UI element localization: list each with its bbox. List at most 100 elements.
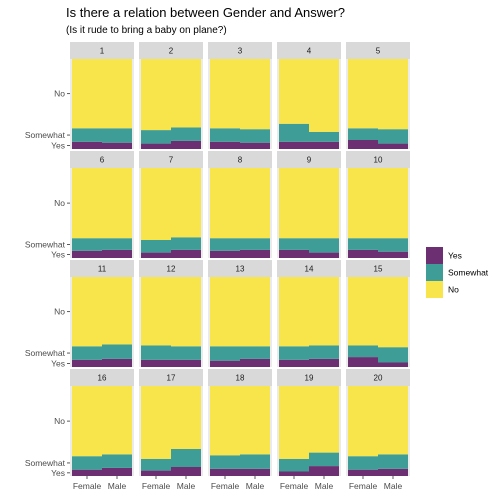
y-tick-label-somewhat: Somewhat <box>25 240 66 250</box>
bar-female-no <box>210 168 240 239</box>
bar-female-yes <box>210 141 240 149</box>
facet-panel-9: 9 <box>277 151 341 258</box>
legend-item-yes: Yes <box>426 247 462 264</box>
x-tick-label-male: Male <box>384 481 403 491</box>
bar-male-somewhat <box>171 449 201 467</box>
bar-male-yes <box>171 249 201 258</box>
legend-label: No <box>448 285 459 295</box>
facet-strip-label: 16 <box>98 374 107 383</box>
bar-female-yes <box>141 143 171 149</box>
x-tick-label-female: Female <box>73 481 102 491</box>
bar-female-no <box>348 277 378 346</box>
bar-female-yes <box>72 250 102 258</box>
facet-strip-label: 11 <box>98 265 107 274</box>
bar-female-somewhat <box>348 238 378 250</box>
bar-male-yes <box>171 467 201 476</box>
bar-male-no <box>309 386 339 453</box>
bar-male-no <box>102 59 132 129</box>
bar-female-somewhat <box>210 128 240 142</box>
bar-male-yes <box>378 251 408 258</box>
bar-male-somewhat <box>171 346 201 360</box>
bar-female-somewhat <box>72 238 102 251</box>
y-tick-label-somewhat: Somewhat <box>25 348 66 358</box>
facet-panel-3: 3 <box>208 42 272 149</box>
bar-female-yes <box>348 469 378 476</box>
facet-panel-18: 18 Female Male <box>208 369 272 491</box>
bar-male-no <box>240 277 270 347</box>
bar-female-yes <box>141 252 171 258</box>
facet-panel-7: 7 <box>139 151 203 258</box>
bar-female-no <box>348 168 378 239</box>
facet-strip-label: 2 <box>169 47 174 56</box>
facet-strip-label: 13 <box>236 265 245 274</box>
bar-female-no <box>210 59 240 129</box>
bar-male-yes <box>240 142 270 149</box>
bar-male-somewhat <box>240 129 270 143</box>
bar-female-no <box>141 277 171 346</box>
bar-female-yes <box>279 471 309 476</box>
facet-strip <box>208 151 272 168</box>
bar-female-yes <box>210 468 240 476</box>
bar-female-no <box>279 168 309 239</box>
bar-male-no <box>378 168 408 239</box>
facet-strip <box>346 42 410 59</box>
y-tick-label-somewhat: Somewhat <box>25 458 66 468</box>
facet-strip-label: 20 <box>374 374 383 383</box>
bar-female-somewhat <box>279 238 309 250</box>
bar-female-no <box>72 168 102 239</box>
bar-male-no <box>378 386 408 455</box>
bar-male-yes <box>102 142 132 149</box>
facet-strip-label: 4 <box>307 47 312 56</box>
facet-panel-19: 19 Female Male <box>277 369 341 491</box>
bar-female-yes <box>72 359 102 367</box>
bar-male-yes <box>240 358 270 367</box>
facet-panel-8: 8 <box>208 151 272 258</box>
y-tick-label-no: No <box>54 416 65 426</box>
facet-strip <box>277 260 341 277</box>
bar-male-yes <box>102 358 132 367</box>
bar-female-somewhat <box>72 456 102 470</box>
facet-strip <box>208 260 272 277</box>
facet-strip <box>277 151 341 168</box>
y-tick-label-yes: Yes <box>51 249 65 259</box>
y-tick-label-no: No <box>54 198 65 208</box>
facet-panel-12: 12 <box>139 260 203 367</box>
bar-male-somewhat <box>309 238 339 253</box>
bar-female-somewhat <box>348 345 378 358</box>
bar-male-somewhat <box>240 346 270 359</box>
bar-male-somewhat <box>102 128 132 143</box>
bar-female-yes <box>210 250 240 258</box>
facet-panel-10: 10 <box>346 151 410 258</box>
facet-strip <box>70 369 134 386</box>
bar-male-yes <box>240 249 270 258</box>
bar-female-no <box>141 386 171 459</box>
bar-male-no <box>102 277 132 345</box>
facet-strip <box>70 260 134 277</box>
bar-female-somewhat <box>141 458 171 471</box>
bar-female-somewhat <box>72 128 102 142</box>
facet-strip <box>139 42 203 59</box>
facet-strip-label: 3 <box>238 47 243 56</box>
bar-male-somewhat <box>378 347 408 363</box>
x-tick-label-female: Female <box>349 481 378 491</box>
bar-female-yes <box>210 360 240 367</box>
facet-strip <box>208 369 272 386</box>
bar-male-no <box>309 277 339 346</box>
legend-label: Somewhat <box>448 268 489 278</box>
bar-female-yes <box>279 359 309 367</box>
bar-female-no <box>279 277 309 347</box>
bar-male-no <box>240 168 270 239</box>
y-tick-label-no: No <box>54 89 65 99</box>
bar-male-no <box>171 277 201 347</box>
bar-male-yes <box>378 468 408 476</box>
bar-female-no <box>348 386 378 457</box>
x-tick-label-female: Female <box>280 481 309 491</box>
bar-male-no <box>102 386 132 455</box>
bar-male-yes <box>378 143 408 149</box>
bar-male-yes <box>102 467 132 476</box>
bar-female-no <box>348 59 378 129</box>
bar-male-no <box>171 59 201 128</box>
